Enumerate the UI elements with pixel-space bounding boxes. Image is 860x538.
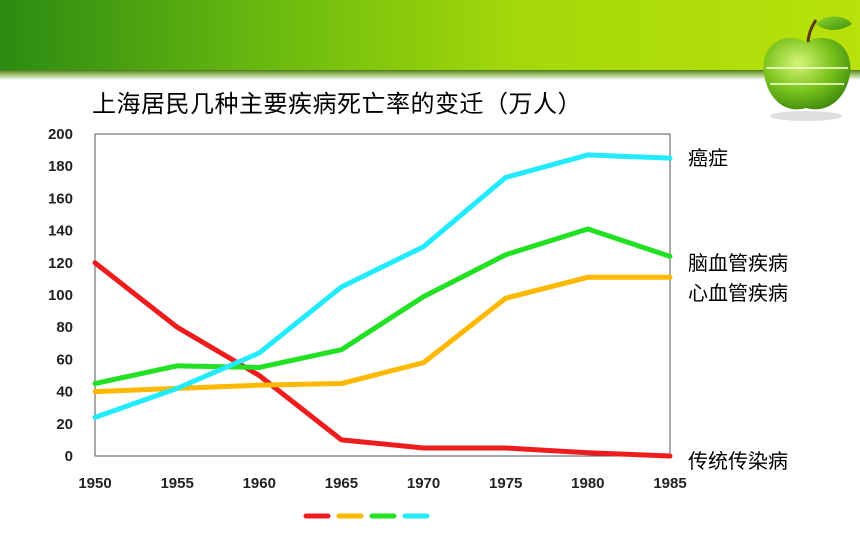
y-tick-label: 100	[48, 287, 73, 304]
x-tick-label: 1960	[243, 475, 276, 492]
x-tick-label: 1970	[407, 475, 440, 492]
y-tick-label: 160	[48, 190, 73, 207]
x-tick-label: 1975	[489, 475, 522, 492]
series-line	[92, 274, 673, 395]
chart-title: 上海居民几种主要疾病死亡率的变迁（万人）	[92, 90, 582, 118]
header-banner	[0, 0, 860, 74]
y-tick-label: 180	[48, 158, 73, 175]
x-tick-label: 1980	[571, 475, 604, 492]
header-banner-shadow	[0, 70, 860, 80]
series-label: 传统传染病	[688, 449, 788, 473]
x-tick-label: 1985	[653, 475, 686, 492]
y-tick-label: 20	[56, 416, 73, 433]
y-tick-label: 140	[48, 223, 73, 240]
y-tick-label: 80	[56, 319, 73, 336]
series-label: 脑血管疾病	[688, 251, 788, 275]
series-line	[92, 226, 673, 387]
x-tick-label: 1950	[78, 475, 111, 492]
green-apple-icon	[763, 16, 852, 121]
y-tick-label: 40	[56, 384, 73, 401]
y-tick-label: 200	[48, 126, 73, 143]
x-tick-label: 1965	[325, 475, 358, 492]
series-line	[92, 152, 673, 420]
plot-frame	[94, 133, 671, 457]
y-tick-label: 60	[56, 351, 73, 368]
y-tick-label: 120	[48, 255, 73, 272]
series-line	[92, 260, 673, 459]
y-tick-label: 0	[65, 448, 73, 465]
x-tick-label: 1955	[160, 475, 193, 492]
series-label: 心血管疾病	[688, 281, 788, 305]
series-label: 癌症	[688, 146, 728, 170]
